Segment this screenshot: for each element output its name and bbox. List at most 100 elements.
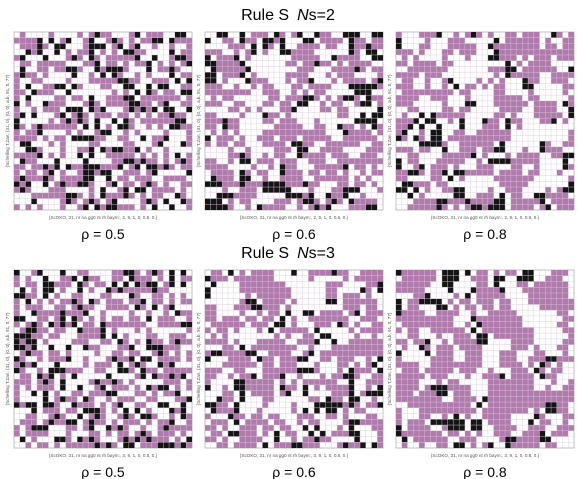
cell xyxy=(222,315,229,322)
cell xyxy=(470,152,477,159)
cell xyxy=(396,281,402,288)
cell xyxy=(436,344,442,351)
cell xyxy=(377,436,384,443)
cell xyxy=(105,425,112,431)
cell xyxy=(291,407,297,414)
caption: ρ = 0.5 xyxy=(81,226,125,242)
cell xyxy=(71,338,78,345)
cell xyxy=(424,367,431,374)
cell xyxy=(424,344,431,351)
cell xyxy=(163,361,170,368)
cell xyxy=(413,430,420,437)
cell xyxy=(539,390,546,397)
cell xyxy=(396,338,402,345)
cell xyxy=(360,66,366,73)
cell xyxy=(407,298,414,305)
cell xyxy=(59,192,66,199)
cell xyxy=(314,158,320,165)
cell xyxy=(14,37,20,44)
cell xyxy=(528,95,534,101)
cell xyxy=(105,356,112,362)
cell xyxy=(54,281,60,288)
cell xyxy=(436,379,442,385)
cell xyxy=(377,321,384,328)
cell xyxy=(499,419,506,426)
cell xyxy=(533,66,540,73)
cell xyxy=(413,95,420,101)
cell xyxy=(493,321,500,328)
cell xyxy=(308,152,315,159)
cell xyxy=(268,181,274,188)
cell xyxy=(331,54,338,61)
cell xyxy=(210,315,217,322)
cell xyxy=(319,310,326,316)
cell xyxy=(365,158,372,165)
cell xyxy=(371,77,378,84)
cell xyxy=(413,361,420,368)
cell xyxy=(14,77,20,84)
cell xyxy=(117,344,124,351)
cell xyxy=(418,344,425,351)
cell xyxy=(510,49,517,56)
cell xyxy=(371,425,378,431)
cell xyxy=(48,118,55,124)
cell xyxy=(337,281,343,288)
cell xyxy=(396,187,402,193)
cell xyxy=(441,77,448,84)
cell xyxy=(424,281,431,288)
cell xyxy=(285,361,292,368)
cell xyxy=(186,396,193,403)
cell xyxy=(360,298,366,305)
cell xyxy=(360,192,366,199)
cell xyxy=(354,350,361,357)
cell xyxy=(205,436,211,443)
cell xyxy=(482,118,488,124)
cell xyxy=(163,181,170,188)
cell xyxy=(134,129,141,136)
cell xyxy=(105,112,112,119)
cell xyxy=(71,198,78,205)
cell xyxy=(396,384,402,391)
cell xyxy=(314,60,320,67)
cell xyxy=(505,442,511,449)
cell xyxy=(48,100,55,107)
cell xyxy=(94,129,101,136)
cell xyxy=(308,129,315,136)
cell xyxy=(146,338,152,345)
cell xyxy=(413,66,420,73)
cell xyxy=(308,430,315,437)
cell xyxy=(111,327,118,334)
cell xyxy=(222,384,229,391)
cell xyxy=(464,135,471,142)
cell xyxy=(493,373,500,380)
cell xyxy=(396,129,402,136)
cell xyxy=(117,298,124,305)
cell xyxy=(499,89,506,96)
cell xyxy=(25,187,32,193)
cell xyxy=(296,356,303,362)
cell xyxy=(169,321,175,328)
cell xyxy=(256,310,263,316)
cell xyxy=(151,106,158,113)
cell xyxy=(174,333,181,339)
cell xyxy=(180,141,187,147)
cell xyxy=(174,112,181,119)
cell xyxy=(250,321,257,328)
cell xyxy=(533,350,540,357)
cell xyxy=(510,384,517,391)
cell xyxy=(342,72,349,78)
cell xyxy=(48,123,55,130)
cell xyxy=(205,118,211,124)
cell xyxy=(430,367,437,374)
cell xyxy=(151,152,158,159)
cell xyxy=(186,72,193,78)
cell xyxy=(464,338,471,345)
cell xyxy=(279,169,286,176)
cell xyxy=(227,361,234,368)
cell xyxy=(482,338,488,345)
cell xyxy=(111,181,118,188)
cell xyxy=(441,141,448,147)
cell xyxy=(314,419,320,426)
cell xyxy=(522,100,529,107)
cell xyxy=(77,135,83,142)
